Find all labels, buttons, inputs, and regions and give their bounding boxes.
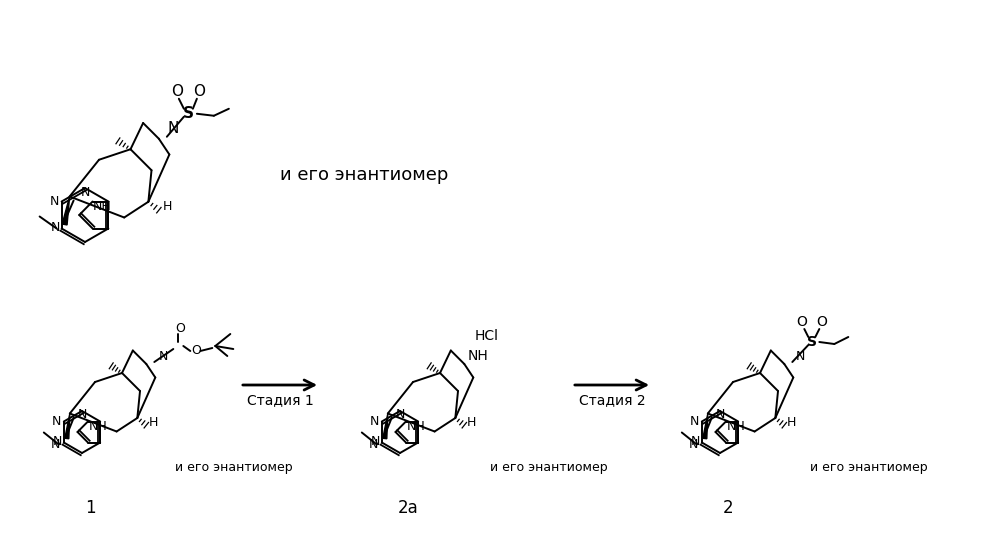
Text: Стадия 1: Стадия 1 <box>247 393 313 407</box>
Polygon shape <box>383 414 388 439</box>
Text: O: O <box>175 322 185 335</box>
Text: N: N <box>50 195 59 208</box>
Text: N: N <box>370 415 380 428</box>
Text: O: O <box>193 84 205 99</box>
Text: O: O <box>171 84 183 99</box>
Text: и его энантиомер: и его энантиомер <box>175 462 293 475</box>
Text: N: N <box>52 415 62 428</box>
Text: O: O <box>796 315 807 329</box>
Text: N: N <box>77 409 87 421</box>
Text: N: N <box>395 409 405 421</box>
Text: N: N <box>51 438 61 451</box>
Text: O: O <box>191 344 201 358</box>
Text: N: N <box>689 438 699 451</box>
Text: N: N <box>53 435 63 448</box>
Text: O: O <box>816 315 827 329</box>
Text: H: H <box>163 201 172 214</box>
Text: N: N <box>691 435 701 448</box>
Text: H: H <box>787 416 796 429</box>
Text: N: N <box>371 435 381 448</box>
Text: NH: NH <box>93 200 112 213</box>
Text: H: H <box>467 416 476 429</box>
Text: 1: 1 <box>85 499 95 517</box>
Text: NH: NH <box>727 420 745 433</box>
Text: и его энантиомер: и его энантиомер <box>280 166 448 184</box>
Polygon shape <box>703 414 708 439</box>
Text: N: N <box>369 438 379 451</box>
Text: N: N <box>167 121 179 136</box>
Text: S: S <box>183 106 194 121</box>
Text: и его энантиомер: и его энантиомер <box>490 462 608 475</box>
Text: 2: 2 <box>723 499 733 517</box>
Text: NH: NH <box>89 420 107 433</box>
Text: N: N <box>80 185 90 198</box>
Text: H: H <box>149 416 158 429</box>
Text: и его энантиомер: и его энантиомер <box>810 462 928 475</box>
Text: N: N <box>51 221 60 234</box>
Polygon shape <box>62 197 70 225</box>
Text: NH: NH <box>468 349 489 363</box>
Text: HCl: HCl <box>474 329 498 343</box>
Text: NH: NH <box>407 420 425 433</box>
Text: N: N <box>159 349 168 362</box>
Text: N: N <box>715 409 725 421</box>
Text: N: N <box>690 415 700 428</box>
Text: S: S <box>807 335 817 349</box>
Polygon shape <box>65 414 70 439</box>
Text: Стадия 2: Стадия 2 <box>579 393 645 407</box>
Text: N: N <box>796 349 805 362</box>
Text: 2a: 2a <box>398 499 418 517</box>
